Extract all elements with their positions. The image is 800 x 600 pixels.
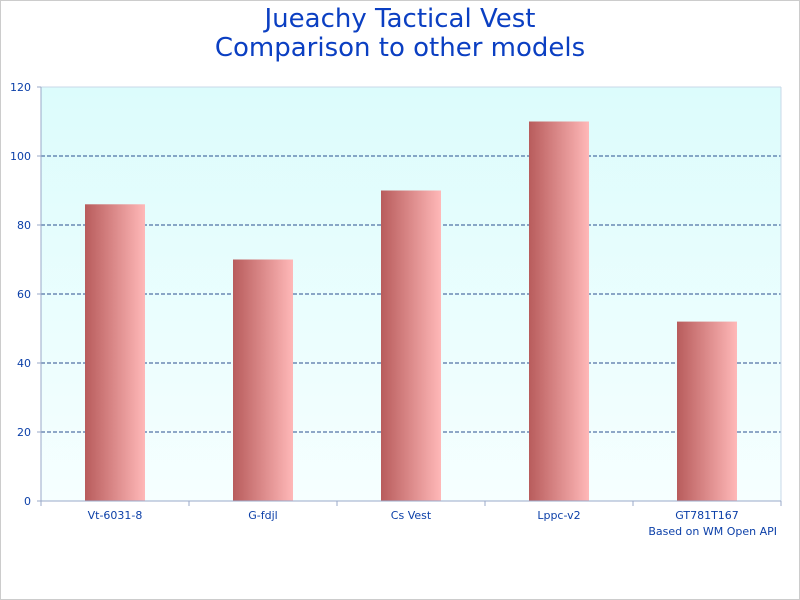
bar-g-fdjl (233, 259, 293, 501)
y-tick-label: 40 (17, 357, 31, 370)
y-tick-label: 0 (24, 495, 31, 508)
y-tick-label: 100 (10, 150, 31, 163)
chart-title-line-1: Jueachy Tactical Vest (264, 4, 536, 34)
y-tick-label: 120 (10, 81, 31, 94)
bar-gt781t167 (677, 321, 737, 501)
y-tick-label: 80 (17, 219, 31, 232)
chart-title-line-2: Comparison to other models (214, 33, 586, 63)
source-note: Based on WM Open API (648, 525, 777, 538)
axes (37, 86, 782, 506)
x-tick-label: G-fdjl (248, 509, 277, 522)
x-tick-label: GT781T167 (675, 509, 739, 522)
x-tick-label: Vt-6031-8 (88, 509, 143, 522)
bars (85, 121, 737, 502)
x-tick-label: Cs Vest (391, 509, 432, 522)
y-tick-label: 20 (17, 426, 31, 439)
bar-lppc-v2 (529, 121, 589, 501)
y-tick-label: 60 (17, 288, 31, 301)
axis-labels: 0 20 40 60 80 100 120 Vt-6031-8 G-fdjl Cs Vest Lpp… (10, 81, 739, 522)
x-tick-label: Lppc-v2 (537, 509, 580, 522)
bar-vt-6031-8 (85, 204, 145, 502)
bar-cs-vest (381, 190, 441, 501)
